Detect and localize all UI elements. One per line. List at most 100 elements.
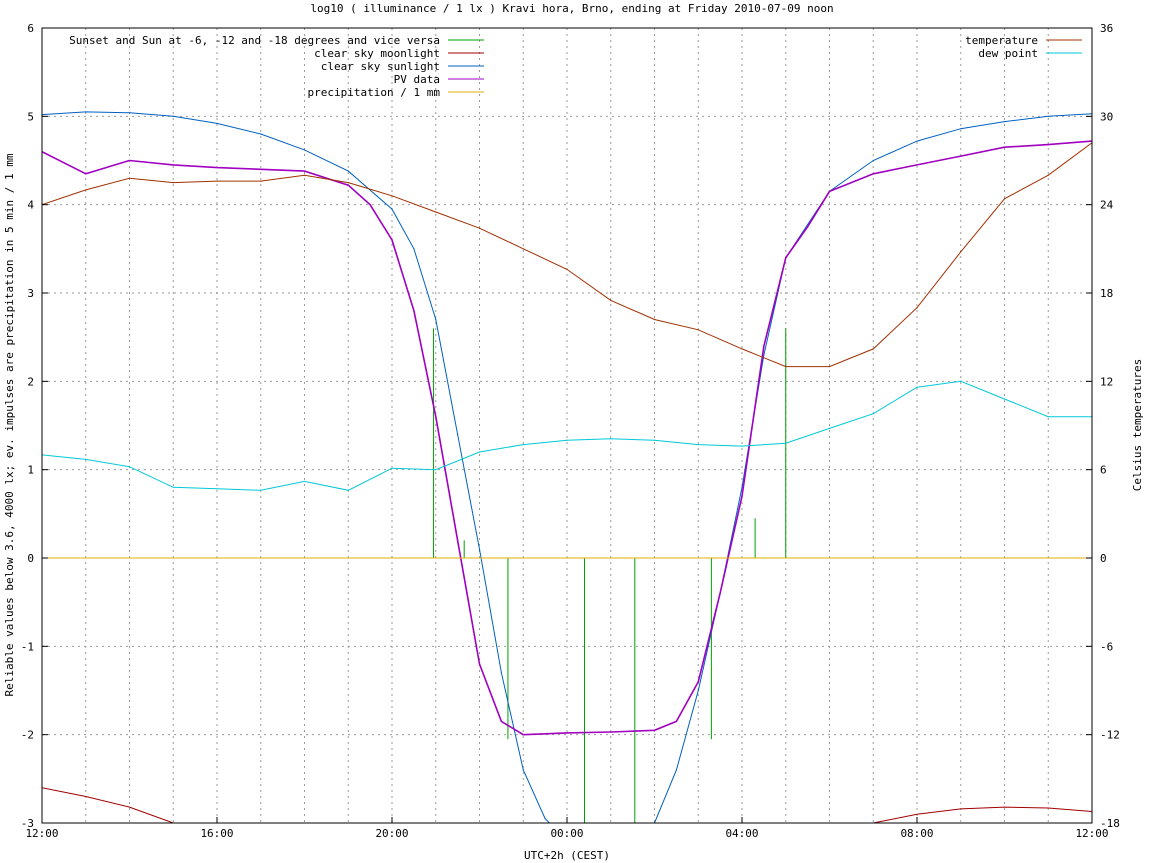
series-dew-point-point	[260, 489, 262, 491]
series-group	[42, 111, 1092, 841]
series-dew-point-point	[522, 444, 524, 446]
series-dew-point-point	[916, 386, 918, 388]
series-temperature-point	[828, 366, 831, 368]
y2-tick-label: 6	[1100, 464, 1107, 477]
series-clear-sky-sunlight-point	[697, 689, 699, 692]
series-pv-data-point	[763, 345, 765, 347]
y-tick-label: -3	[21, 817, 34, 830]
series-clear-sky-sunlight-point	[872, 159, 874, 162]
y-tick-label: 3	[27, 287, 34, 300]
series-dew-point-point	[610, 438, 612, 440]
series-dew-point-point	[347, 489, 349, 491]
series-temperature-point	[128, 177, 131, 179]
series-pv-data-point	[1047, 144, 1049, 146]
grid	[42, 28, 1092, 823]
y-tick-label: 2	[27, 375, 34, 388]
series-clear-sky-sunlight-point	[391, 208, 393, 210]
y-tick-label: -2	[21, 729, 34, 742]
x-tick-label: 12:00	[25, 827, 58, 840]
series-clear-sky-sunlight-point	[85, 111, 87, 113]
series-dew-point-point	[391, 467, 393, 469]
series-clear-sky-sunlight-point	[478, 548, 481, 550]
series-pv-data-point	[457, 539, 459, 541]
series-pv-data-point	[916, 164, 918, 166]
series-clear-sky-sunlight-point	[960, 128, 962, 130]
series-clear-sky-sunlight-point	[216, 122, 218, 124]
series-pv-data-point	[413, 310, 415, 312]
series-temperature-point	[522, 248, 524, 250]
series-dew-point-point	[303, 480, 306, 483]
series-clear-sky-sunlight-point	[303, 149, 306, 151]
series-clear-sky-sunlight-point	[500, 672, 502, 674]
series-dew-point-point	[960, 380, 962, 382]
series-dew-point-point	[1047, 416, 1049, 418]
series-pv-data-point	[216, 166, 218, 169]
series-clear-sky-moonlight	[873, 806, 1092, 823]
series-temperature-point	[478, 227, 481, 229]
y2-tick-label: 36	[1100, 22, 1113, 35]
series-pv-data-point	[566, 732, 568, 734]
y2-tick-label: -12	[1100, 729, 1120, 742]
series-pv-data-point	[172, 164, 174, 166]
series-pv-data-point	[303, 170, 306, 172]
series-clear-sky-sunlight-point	[413, 248, 415, 250]
x-tick-label: 00:00	[550, 827, 583, 840]
series-layer	[42, 111, 1092, 841]
series-temperature-point	[1003, 198, 1006, 200]
series-temperature-point	[872, 348, 874, 350]
series-dew-point-point	[653, 439, 656, 441]
series-temperature-point	[566, 268, 568, 271]
y-tick-label: -1	[21, 640, 34, 653]
series-pv-data-point	[960, 155, 962, 157]
y2-tick-label: 12	[1100, 375, 1113, 388]
x-tick-label: 08:00	[900, 827, 933, 840]
series-clear-sky-sunlight-point	[544, 817, 546, 820]
series-pv-data-point	[719, 592, 721, 594]
x-tick-label: 04:00	[725, 827, 758, 840]
legend-label: clear sky moonlight	[314, 47, 440, 60]
legend: Sunset and Sun at -6, -12 and -18 degree…	[69, 34, 1082, 99]
legend-label: PV data	[394, 73, 440, 86]
y2-axis-label: Celsius temperatures	[1131, 359, 1144, 491]
series-temperature-point	[347, 181, 349, 184]
series-temperature-point	[785, 366, 787, 368]
series-dew-point-point	[1003, 398, 1006, 400]
y-axis-label: Reliable values below 3.6, 4000 lx; ev. …	[3, 153, 16, 696]
series-pv-data-point	[828, 190, 831, 193]
series-clear-sky-sunlight-point	[347, 170, 349, 172]
series-clear-sky-moonlight	[42, 787, 174, 823]
x-tick-label: 16:00	[200, 827, 233, 840]
series-temperature-point	[391, 195, 393, 197]
series-dew-point-point	[697, 444, 699, 446]
series-pv-data-point	[653, 729, 656, 731]
series-pv-data-point	[478, 663, 481, 665]
series-dew-point-point	[566, 439, 568, 441]
y2-tick-label: 30	[1100, 110, 1113, 123]
series-clear-sky-sunlight-point	[457, 433, 459, 435]
series-pv-data-point	[500, 720, 502, 723]
y2-tick-label: -6	[1100, 640, 1113, 653]
series-pv-data-point	[1003, 146, 1006, 148]
series-dew-point-point	[741, 445, 743, 447]
series-pv-data-point	[872, 173, 874, 175]
series-temperature-point	[85, 189, 87, 191]
series-temperature-point	[610, 299, 612, 301]
series-pv-data-point	[128, 159, 131, 162]
legend-label: dew point	[978, 47, 1038, 60]
y2-tick-label: 24	[1100, 199, 1114, 212]
series-pv-data-point	[260, 168, 262, 170]
y-tick-label: 6	[27, 22, 34, 35]
series-pv-data-point	[347, 184, 349, 186]
series-clear-sky-sunlight-point	[610, 840, 611, 841]
y2-tick-label: 18	[1100, 287, 1113, 300]
series-clear-sky-sunlight-point	[522, 769, 524, 771]
series-clear-sky-sunlight-point	[741, 486, 743, 488]
series-pv-data-point	[785, 257, 787, 259]
series-dew-point-point	[128, 466, 131, 468]
y2-tick-label: -18	[1100, 817, 1120, 830]
y2-tick-label: 0	[1100, 552, 1107, 565]
series-temperature	[42, 142, 1092, 368]
tick-layer: 12:00 16:00 20:00 00:00 04:00 08:00 12:00-3-2-…	[21, 22, 1120, 840]
series-dew-point-point	[172, 486, 174, 488]
